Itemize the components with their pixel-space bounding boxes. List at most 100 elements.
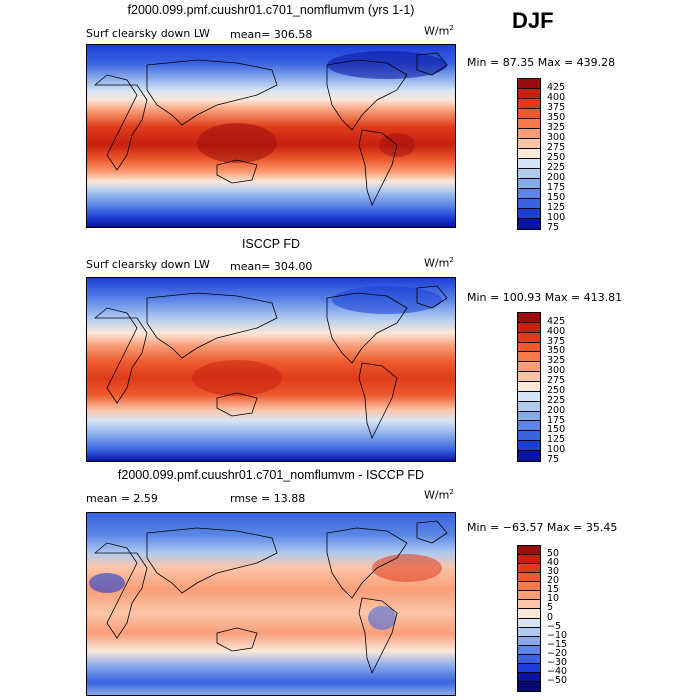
panel1-coastlines	[93, 52, 448, 207]
colorbar-tick-label: 400	[547, 92, 566, 103]
colorbar-tick-label: 375	[547, 102, 566, 113]
panel2-map-svg	[87, 278, 455, 461]
colorbar-swatch	[518, 663, 540, 673]
colorbar-swatch	[518, 573, 540, 583]
panel3-minmax: Min = −63.57 Max = 35.45	[467, 521, 618, 534]
colorbar-tick-label: −40	[547, 665, 568, 677]
colorbar-tick-label: 100	[547, 212, 566, 223]
panel2-units: W/m2	[424, 256, 454, 270]
panel2-mean: mean= 304.00	[230, 260, 313, 273]
season-label: DJF	[512, 8, 554, 33]
panel3-negative-anomaly-west	[89, 573, 125, 593]
colorbar-tick-label: 425	[547, 82, 566, 93]
colorbar-tick-label: −50	[547, 674, 568, 686]
colorbar-tick-label: 425	[547, 315, 566, 327]
panel2-minmax: Min = 100.93 Max = 413.81	[467, 291, 623, 304]
panel3-map-svg	[87, 513, 455, 695]
panel1-minmax: Min = 87.35 Max = 439.28	[467, 56, 616, 69]
colorbar-swatch	[518, 636, 540, 646]
colorbar-tick-label: 50	[547, 548, 560, 560]
colorbar-tick-label: 10	[547, 593, 560, 605]
colorbar-swatch	[518, 564, 540, 574]
colorbar-tick-label: 175	[547, 414, 566, 426]
colorbar-swatch	[518, 591, 540, 601]
panel3-map	[86, 512, 456, 696]
colorbar-swatch	[518, 129, 540, 139]
panel1-units: W/m2	[424, 24, 454, 38]
panel1-colorbar-ticks: 425 400 375 350 325 300 275 250 225 200 175 150 125 1…	[547, 78, 587, 233]
colorbar-tick-label: 150	[547, 424, 566, 436]
colorbar-swatch	[518, 546, 540, 556]
panel1-colorbar	[517, 78, 541, 230]
colorbar-tick-label: 250	[547, 152, 566, 163]
colorbar-tick-label: 125	[547, 202, 566, 213]
colorbar-tick-label: 0	[547, 611, 554, 623]
colorbar-swatch	[518, 99, 540, 109]
colorbar-swatch	[518, 342, 540, 353]
colorbar-swatch	[518, 159, 540, 169]
colorbar-tick-label: −30	[547, 656, 568, 668]
colorbar-tick-label: 200	[547, 404, 566, 416]
colorbar-swatch	[518, 189, 540, 199]
colorbar-tick-label: −15	[547, 638, 568, 650]
panel3-positive-anomaly	[372, 554, 442, 582]
colorbar-tick-label: 300	[547, 365, 566, 377]
panel2-warmpool	[192, 360, 282, 396]
colorbar-tick-label: 75	[547, 222, 560, 233]
colorbar-tick-label: 300	[547, 132, 566, 143]
colorbar-swatch	[518, 382, 540, 392]
colorbar-tick-label: 100	[547, 444, 566, 456]
colorbar-tick-label: 350	[547, 112, 566, 123]
panel3-colorbar-ticks: 50 40 30 20 15 10 5 0 −5 −10 −15 −20 −30 −40 −50	[547, 545, 587, 690]
colorbar-tick-label: 20	[547, 575, 560, 587]
panel2-map	[86, 277, 456, 462]
colorbar-swatch	[518, 421, 540, 432]
colorbar-swatch	[518, 179, 540, 189]
panel1-warmpool	[197, 123, 277, 163]
colorbar-swatch	[518, 401, 540, 412]
colorbar-swatch	[518, 555, 540, 565]
panel3-units: W/m2	[424, 488, 454, 502]
colorbar-tick-label: 15	[547, 584, 560, 596]
colorbar-swatch	[518, 199, 540, 209]
panel2-field-label: Surf clearsky down LW	[86, 258, 210, 271]
panel1-field-label: Surf clearsky down LW	[86, 27, 210, 40]
panel2-arctic	[332, 286, 442, 314]
colorbar-tick-label: 75	[547, 454, 560, 465]
colorbar-tick-label: 30	[547, 566, 560, 578]
colorbar-swatch	[518, 618, 540, 628]
colorbar-swatch	[518, 681, 540, 691]
panel2-title: ISCCP FD	[241, 237, 301, 251]
panel2-colorbar	[517, 312, 541, 462]
colorbar-swatch	[518, 169, 540, 179]
panel1-mean: mean= 306.58	[230, 28, 313, 41]
colorbar-tick-label: 350	[547, 345, 566, 357]
colorbar-swatch	[518, 322, 540, 333]
colorbar-tick-label: 225	[547, 162, 566, 173]
colorbar-swatch	[518, 431, 540, 442]
colorbar-swatch	[518, 372, 540, 383]
colorbar-swatch	[518, 582, 540, 592]
colorbar-tick-label: 200	[547, 172, 566, 183]
colorbar-swatch	[518, 645, 540, 655]
colorbar-tick-label: 400	[547, 325, 566, 337]
panel3-title: f2000.099.pmf.cuushr01.c701_nomflumvm - …	[117, 468, 425, 482]
colorbar-swatch	[518, 441, 540, 452]
colorbar-swatch	[518, 332, 540, 343]
colorbar-swatch	[518, 600, 540, 610]
colorbar-tick-label: 125	[547, 434, 566, 446]
colorbar-tick-label: 375	[547, 335, 566, 347]
colorbar-tick-label: 5	[547, 602, 554, 614]
colorbar-tick-label: −5	[547, 620, 562, 632]
colorbar-swatch	[518, 209, 540, 219]
colorbar-tick-label: 225	[547, 394, 566, 406]
colorbar-swatch	[518, 313, 540, 323]
colorbar-swatch	[518, 139, 540, 149]
colorbar-tick-label: 325	[547, 355, 566, 367]
panel2-coastlines	[93, 285, 448, 440]
colorbar-swatch	[518, 119, 540, 129]
colorbar-swatch	[518, 672, 540, 682]
panel1-title: f2000.099.pmf.cuushr01.c701_nomflumvm (y…	[127, 3, 415, 17]
colorbar-tick-label: 275	[547, 142, 566, 153]
colorbar-tick-label: 250	[547, 384, 566, 396]
